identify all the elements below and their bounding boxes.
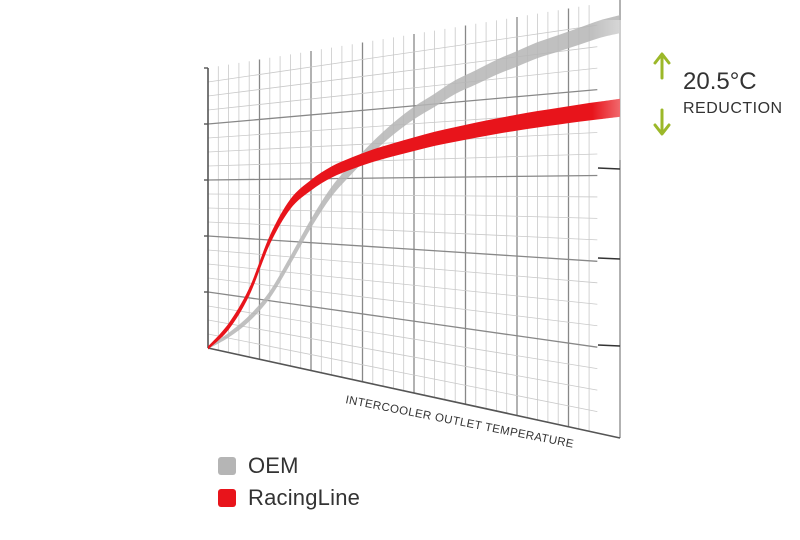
grid-line-minor <box>207 153 598 167</box>
grid-line-minor <box>207 263 598 305</box>
grid-line-minor <box>207 24 598 83</box>
grid-line-minor <box>207 319 598 391</box>
grid-line-minor <box>207 221 598 241</box>
reduction-label: REDUCTION <box>683 100 783 117</box>
reduction-arrows <box>653 52 671 136</box>
grid-line-major <box>207 174 598 181</box>
grid-lines <box>207 0 621 438</box>
x-axis-line <box>207 347 621 439</box>
series-band-racingline <box>208 98 620 350</box>
legend: OEM RacingLine <box>218 450 360 514</box>
right-axis-tick <box>597 167 621 170</box>
legend-label-oem: OEM <box>248 453 299 478</box>
reduction-value: 20.5°C <box>683 68 757 95</box>
grid-line-minor <box>207 333 598 412</box>
grid-line-minor <box>207 207 598 219</box>
grid-line-major <box>207 88 598 125</box>
arrow-up-icon <box>653 52 671 65</box>
right-axis-tick <box>597 344 621 347</box>
fade-overlay <box>592 20 670 160</box>
grid-line-major <box>207 235 598 262</box>
plot-frame <box>204 67 621 439</box>
legend-item-racingline: RacingLine <box>218 482 360 514</box>
right-axis-ticks <box>597 167 621 347</box>
right-axis-tick <box>597 257 621 260</box>
grid-line-minor <box>207 249 598 284</box>
grid-line-minor <box>207 193 598 198</box>
legend-label-racingline: RacingLine <box>248 485 361 510</box>
grid-line-minor <box>207 67 598 111</box>
series-band-oem <box>208 15 620 350</box>
grid-line-minor <box>207 305 598 370</box>
legend-swatch-oem <box>218 457 236 475</box>
arrow-down-icon <box>653 123 671 136</box>
grid-line-minor <box>207 277 598 327</box>
legend-item-oem: OEM <box>218 450 360 482</box>
grid-line-major <box>207 291 598 348</box>
legend-swatch-racingline <box>218 489 236 507</box>
series-bands <box>208 15 620 350</box>
